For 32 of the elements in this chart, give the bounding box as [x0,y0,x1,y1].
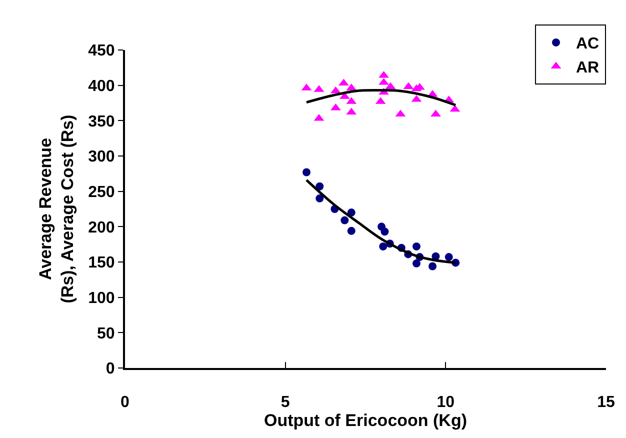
point [340,216,349,224]
y-tick-label: 250 [88,184,115,201]
x-tick-label: 15 [597,394,615,412]
point [380,228,389,236]
point [379,242,388,250]
y-tick-label: 200 [88,219,115,236]
x-tick-label: 5 [280,394,290,412]
legend-label: AC [576,36,600,53]
point [444,253,453,262]
point [430,110,441,117]
legend-label: AR [576,60,600,76]
x-tick-label: 10 [436,394,455,412]
y-tick-label: 400 [88,78,115,95]
y-tick-label: 150 [88,254,115,272]
y-tick-label: 100 [88,290,115,307]
point [412,259,420,268]
point [302,168,310,176]
point [412,242,420,250]
point [428,262,437,270]
point [316,194,324,202]
x-axis-title: Output of Ericocoon (Kg) [264,411,468,430]
y-tick-label: 350 [88,113,115,130]
x-tick-label: 0 [120,394,130,412]
y-tick-label: 50 [97,325,115,342]
point [347,226,356,235]
y-axis-title: Average Revenue (Rs), Average Cost (Rs) [36,114,78,304]
point [347,208,356,217]
point [378,70,389,78]
point [316,182,324,190]
y-tick-label: 450 [88,42,115,60]
y-tick-label: 300 [88,148,115,166]
y-tick-label: 0 [106,360,115,378]
